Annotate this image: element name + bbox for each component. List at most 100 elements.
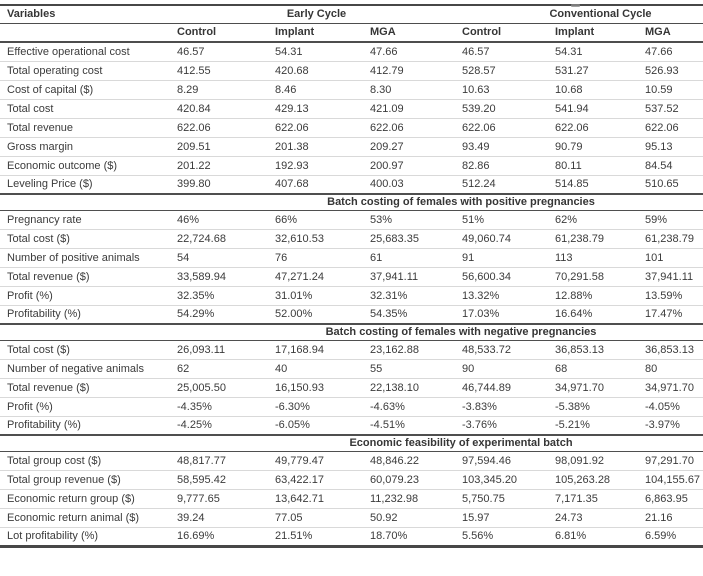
row-label: Profit (%): [0, 286, 171, 306]
value-cell: 80: [639, 359, 703, 379]
section-title: Economic feasibility of experimental bat…: [171, 434, 703, 452]
column-header-early-control: Control: [171, 23, 269, 43]
value-cell: -5.38%: [549, 397, 639, 417]
value-cell: 192.93: [269, 156, 364, 176]
value-cell: 49,779.47: [269, 451, 364, 471]
value-cell: 56,600.34: [456, 267, 549, 287]
value-cell: 6.59%: [645, 530, 677, 542]
value-cell: 113: [549, 248, 639, 268]
value-cell: 49,060.74: [456, 229, 549, 249]
value-cell: 54.31: [549, 42, 639, 62]
value-cell: -3.83%: [456, 397, 549, 417]
section-title: Batch costing of females with positive p…: [171, 193, 703, 211]
table-row: Total revenue 622.06 622.06 622.06 622.0…: [0, 118, 703, 138]
table-row: Total cost ($) 26,093.11 17,168.94 23,16…: [0, 340, 703, 360]
value-cell: 622.06: [171, 118, 269, 138]
value-cell: 420.68: [269, 61, 364, 81]
value-cell: 33,589.94: [171, 267, 269, 287]
value-cell: 8.29: [171, 80, 269, 100]
value-cell: 97,594.46: [456, 451, 549, 471]
value-cell: 46.57: [171, 42, 269, 62]
column-header-conv-implant: Implant: [549, 23, 639, 43]
value-cell: 17.47%: [639, 305, 703, 325]
value-cell: 54.35%: [364, 305, 456, 325]
value-cell: 62: [171, 359, 269, 379]
column-group-conventional-cycle: Conventional Cycle: [456, 5, 703, 24]
row-label: Economic return animal ($): [0, 508, 171, 528]
row-label: Total cost: [0, 99, 171, 119]
table-header: Variables Early Cycle Conventional Cycle…: [0, 5, 703, 43]
value-cell: 24.73: [549, 508, 639, 528]
value-cell: 36,853.13: [639, 340, 703, 360]
value-cell: 420.84: [171, 99, 269, 119]
table-row: Economic outcome ($) 201.22 192.93 200.9…: [0, 156, 703, 176]
column-header-early-implant: Implant: [269, 23, 364, 43]
value-cell: 54: [171, 248, 269, 268]
value-cell: 97,291.70: [639, 451, 703, 471]
value-cell: 526.93: [639, 61, 703, 81]
section-spacer: [0, 193, 171, 211]
value-cell: -3.76%: [456, 416, 549, 436]
value-cell: 622.06: [269, 118, 364, 138]
value-cell: -6.05%: [269, 416, 364, 436]
value-cell: 98,091.92: [549, 451, 639, 471]
value-cell: -4.51%: [364, 416, 456, 436]
value-cell: 54.31: [269, 42, 364, 62]
value-cell: 37,941.11: [639, 267, 703, 287]
value-cell: 32.31%: [364, 286, 456, 306]
value-cell: 412.79: [364, 61, 456, 81]
value-cell: 201.38: [269, 137, 364, 157]
value-cell: 400.03: [364, 175, 456, 195]
table-row: Total group cost ($) 48,817.77 49,779.47…: [0, 451, 703, 471]
row-label: Cost of capital ($): [0, 80, 171, 100]
column-header-variables: Variables: [0, 5, 171, 24]
value-cell: 209.51: [171, 137, 269, 157]
value-cell: 22,724.68: [171, 229, 269, 249]
value-cell: 84.54: [639, 156, 703, 176]
value-cell: 46,744.89: [456, 378, 549, 398]
value-cell: 510.65: [639, 175, 703, 195]
value-cell: 13.59%: [639, 286, 703, 306]
table-row: Gross margin 209.51 201.38 209.27 93.49 …: [0, 137, 703, 157]
value-cell: 209.27: [364, 137, 456, 157]
value-cell: 399.80: [171, 175, 269, 195]
value-cell: 421.09: [364, 99, 456, 119]
value-cell: 61,238.79: [639, 229, 703, 249]
section-title: Batch costing of females with negative p…: [171, 323, 703, 341]
value-cell: 61: [364, 248, 456, 268]
row-label: Pregnancy rate: [0, 210, 171, 230]
table-row: Leveling Price ($) 399.80 407.68 400.03 …: [0, 175, 703, 195]
value-cell: 105,263.28: [549, 470, 639, 490]
value-cell: 9,777.65: [171, 489, 269, 509]
value-cell: 104,155.67: [639, 470, 703, 490]
value-cell: 622.06: [639, 118, 703, 138]
row-label: Total cost ($): [0, 340, 171, 360]
value-cell: 26,093.11: [171, 340, 269, 360]
value-cell: 68: [549, 359, 639, 379]
value-cell: 5.56%: [462, 530, 494, 542]
value-cell: 54.29%: [171, 305, 269, 325]
value-cell: 34,971.70: [549, 378, 639, 398]
economics-comparison-table: Variables Early Cycle Conventional Cycle…: [0, 4, 703, 548]
value-cell: 47.66: [639, 42, 703, 62]
row-label: Leveling Price ($): [0, 175, 171, 195]
value-cell: -4.25%: [171, 416, 269, 436]
table-row: Profitability (%) 54.29% 52.00% 54.35% 1…: [0, 305, 703, 325]
table-row: Total group revenue ($) 58,595.42 63,422…: [0, 470, 703, 490]
row-label: Total revenue ($): [0, 378, 171, 398]
value-cell: 541.94: [549, 99, 639, 119]
sub-header-spacer: [0, 23, 171, 43]
value-cell: 66%: [269, 210, 364, 230]
value-cell: -4.63%: [364, 397, 456, 417]
value-cell: 90.79: [549, 137, 639, 157]
value-cell: 31.01%: [269, 286, 364, 306]
value-cell: 18.70%: [370, 530, 408, 542]
value-cell: 93.49: [456, 137, 549, 157]
section-header-row: Batch costing of females with negative p…: [0, 323, 703, 341]
value-cell: 80.11: [549, 156, 639, 176]
value-cell: 201.22: [171, 156, 269, 176]
value-cell: 514.85: [549, 175, 639, 195]
table-row: Profit (%) 32.35% 31.01% 32.31% 13.32% 1…: [0, 286, 703, 306]
value-cell: 11,232.98: [364, 489, 456, 509]
value-cell: 6,863.95: [639, 489, 703, 509]
